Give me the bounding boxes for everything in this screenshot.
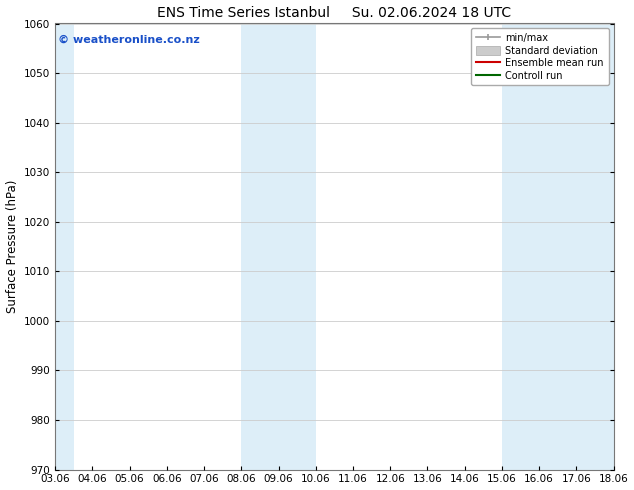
Legend: min/max, Standard deviation, Ensemble mean run, Controll run: min/max, Standard deviation, Ensemble me… [471,28,609,85]
Title: ENS Time Series Istanbul     Su. 02.06.2024 18 UTC: ENS Time Series Istanbul Su. 02.06.2024 … [157,5,512,20]
Y-axis label: Surface Pressure (hPa): Surface Pressure (hPa) [6,180,18,313]
Bar [242,24,316,469]
Bar [502,24,614,469]
Bar [55,24,74,469]
Text: © weatheronline.co.nz: © weatheronline.co.nz [58,35,200,45]
